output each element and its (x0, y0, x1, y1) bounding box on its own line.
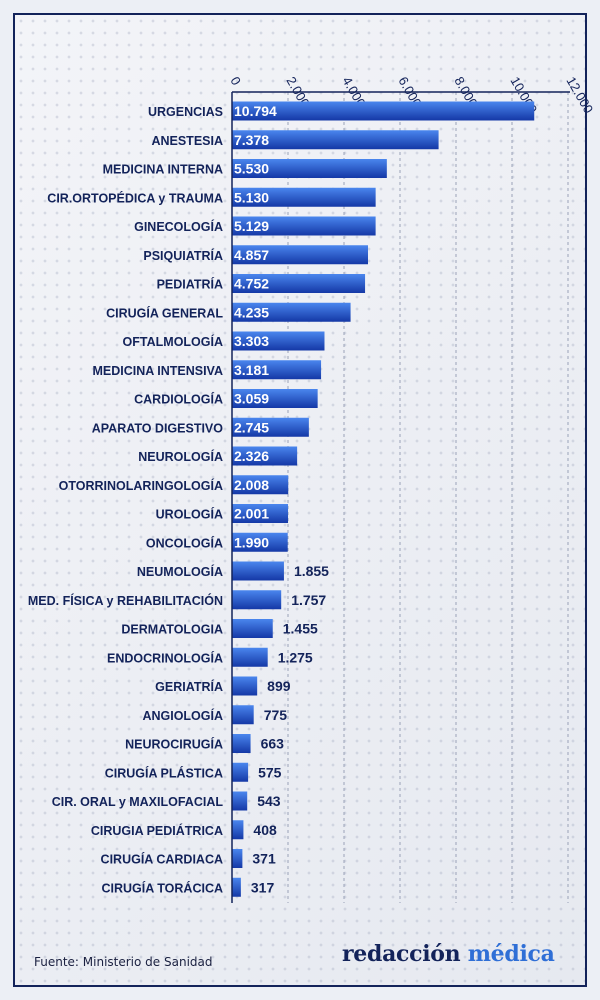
category-label: OFTALMOLOGÍA (123, 334, 223, 349)
bar (232, 619, 273, 638)
value-label: 3.181 (234, 362, 269, 378)
bar (232, 101, 535, 121)
bars (232, 101, 535, 897)
category-label: MED. FÍSICA y REHABILITACIÓN (28, 593, 223, 608)
value-label: 543 (257, 793, 281, 809)
brand-logo-part2: médica (467, 941, 555, 967)
axes (231, 91, 570, 903)
value-label: 3.303 (234, 333, 269, 349)
bar (232, 561, 284, 581)
value-label: 1.757 (291, 592, 326, 608)
bar (232, 820, 244, 840)
category-label: CARDIOLOGÍA (134, 392, 223, 407)
category-label: ANGIOLOGÍA (142, 708, 223, 723)
bar (232, 360, 322, 380)
bar (232, 245, 368, 265)
value-label: 2.745 (234, 419, 269, 435)
value-label: 2.008 (234, 477, 269, 493)
category-label: NEUMOLOGÍA (137, 564, 223, 579)
bar (232, 159, 387, 178)
category-label: ENDOCRINOLOGÍA (107, 650, 223, 665)
category-label: APARATO DIGESTIVO (92, 421, 224, 435)
value-label: 4.235 (234, 304, 269, 320)
category-label: PSIQUIATRÍA (143, 248, 223, 263)
bar (232, 791, 248, 811)
bar (232, 130, 439, 150)
category-label: CIRUGÍA CARDIACA (101, 852, 223, 867)
bar (232, 705, 254, 725)
value-label: 1.990 (234, 534, 269, 550)
bar (232, 762, 249, 782)
bar (232, 389, 318, 408)
value-label: 663 (261, 736, 285, 752)
bar (232, 417, 309, 437)
value-label: 1.855 (294, 563, 329, 579)
value-label: 10.794 (234, 103, 277, 119)
bar (232, 676, 258, 696)
category-label: URGENCIAS (148, 105, 223, 119)
category-label: CIRUGÍA PLÁSTICA (105, 765, 223, 780)
category-label: CIRUGÍA GENERAL (106, 305, 223, 320)
source-note: Fuente: Ministerio de Sanidad (34, 955, 213, 969)
category-label: GINECOLOGÍA (134, 219, 223, 234)
category-label: PEDIATRÍA (157, 277, 223, 292)
value-label: 1.455 (283, 621, 318, 637)
bar (232, 590, 282, 610)
value-label: 2.001 (234, 506, 269, 522)
bar (232, 446, 298, 466)
category-label: MEDICINA INTERNA (103, 163, 223, 177)
brand-logo: redacción médica (342, 941, 555, 967)
category-label: ANESTESIA (151, 134, 223, 148)
value-label: 775 (264, 707, 288, 723)
value-labels: 10.794 7.378 5.530 5.130 5.129 4.857 4.752 4.23… (234, 103, 329, 895)
bar (232, 216, 376, 236)
value-label: 7.378 (234, 132, 269, 148)
value-label: 2.326 (234, 448, 269, 464)
bar (232, 849, 243, 868)
category-label: DERMATOLOGIA (121, 623, 223, 637)
value-label: 899 (267, 678, 291, 694)
value-label: 5.130 (234, 189, 269, 205)
category-label: CIR. ORAL y MAXILOFACIAL (52, 795, 224, 809)
category-label: MEDICINA INTENSIVA (92, 364, 223, 378)
category-label: ONCOLOGÍA (146, 535, 223, 550)
bar (232, 734, 251, 753)
value-label: 4.857 (234, 247, 269, 263)
bar (232, 475, 289, 495)
value-label: 575 (258, 764, 282, 780)
bar (232, 647, 268, 667)
value-label: 317 (251, 879, 275, 895)
category-labels: URGENCIAS ANESTESIA MEDICINA INTERNA CIR.OR… (28, 105, 224, 895)
category-label: UROLOGÍA (156, 507, 223, 522)
value-label: 5.129 (234, 218, 269, 234)
value-label: 408 (253, 822, 277, 838)
value-label: 4.752 (234, 276, 269, 292)
value-label: 3.059 (234, 391, 269, 407)
bar (232, 302, 351, 322)
bar (232, 187, 376, 207)
bar (232, 331, 325, 351)
value-label: 1.275 (278, 649, 313, 665)
x-tick-label: 0 (227, 74, 244, 88)
value-label: 5.530 (234, 161, 269, 177)
category-label: CIRUGIA PEDIÁTRICA (91, 823, 223, 838)
gridlines (287, 92, 569, 903)
category-label: NEUROCIRUGÍA (125, 737, 223, 752)
bar (232, 877, 241, 897)
value-label: 371 (252, 851, 276, 867)
category-label: CIRUGÍA TORÁCICA (101, 880, 223, 895)
bar (232, 274, 366, 293)
category-label: GERIATRÍA (155, 679, 223, 694)
category-label: CIR.ORTOPÉDICA y TRAUMA (47, 190, 223, 205)
bar (232, 504, 289, 523)
bar (232, 532, 288, 552)
brand-logo-part1: redacción (342, 941, 461, 967)
category-label: OTORRINOLARINGOLOGÍA (59, 478, 223, 493)
category-label: NEUROLOGÍA (138, 449, 223, 464)
